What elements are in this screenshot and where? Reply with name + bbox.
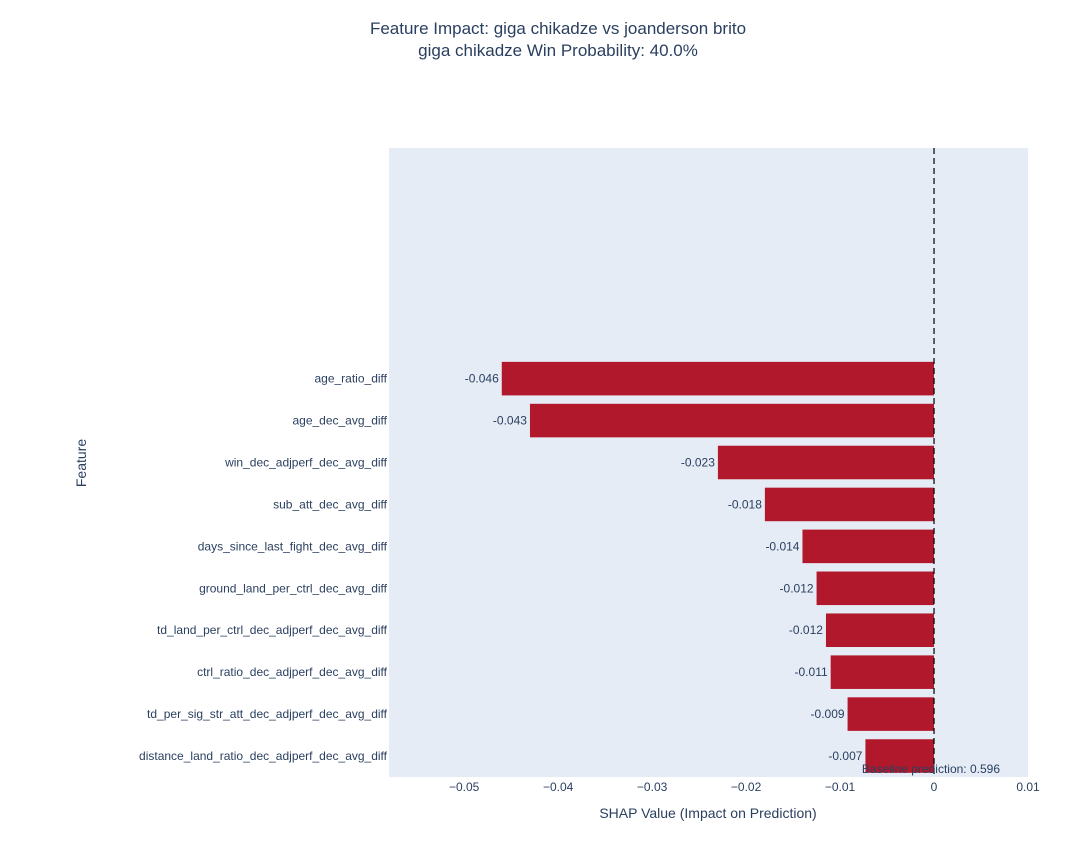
category-label: sub_att_dec_avg_diff bbox=[273, 497, 388, 511]
bar-value-label: -0.043 bbox=[493, 414, 527, 428]
x-axis-ticks: −0.05 −0.04 −0.03 −0.02 −0.01 0 0.01 bbox=[449, 780, 1040, 794]
bar-ground-land-per-ctrl-dec-avg-diff bbox=[816, 571, 935, 606]
x-axis-title: SHAP Value (Impact on Prediction) bbox=[599, 805, 816, 821]
category-label: age_dec_avg_diff bbox=[292, 414, 387, 428]
bar-value-label: -0.023 bbox=[681, 456, 715, 470]
value-labels: -0.046 -0.043 -0.023 -0.018 -0.014 -0.012 -0.0… bbox=[465, 372, 863, 763]
category-label: ground_land_per_ctrl_dec_avg_diff bbox=[199, 581, 388, 595]
chart-title: Feature Impact: giga chikadze vs joander… bbox=[370, 19, 746, 38]
category-label: td_land_per_ctrl_dec_adjperf_dec_avg_dif… bbox=[157, 623, 388, 637]
bar-win-dec-adjperf-dec-avg-diff bbox=[717, 445, 935, 480]
bar-ctrl-ratio-dec-adjperf-dec-avg-diff bbox=[830, 655, 935, 689]
baseline-annotation: Baseline prediction: 0.596 bbox=[862, 762, 1000, 776]
bar-age-dec-avg-diff bbox=[529, 403, 935, 438]
x-tick-label: −0.01 bbox=[825, 780, 856, 794]
category-label: days_since_last_fight_dec_avg_diff bbox=[198, 539, 388, 553]
x-tick-label: 0.01 bbox=[1016, 780, 1040, 794]
bar-distance-land-ratio-dec-adjperf-dec-avg-diff bbox=[865, 739, 935, 773]
category-label: win_dec_adjperf_dec_avg_diff bbox=[224, 456, 388, 470]
bar-value-label: -0.018 bbox=[728, 497, 762, 511]
bar-days-since-last-fight-dec-avg-diff bbox=[802, 529, 935, 564]
x-tick-label: −0.03 bbox=[637, 780, 668, 794]
x-tick-label: −0.04 bbox=[543, 780, 574, 794]
x-tick-label: −0.02 bbox=[731, 780, 762, 794]
bar-age-ratio-diff bbox=[501, 361, 935, 396]
bar-value-label: -0.011 bbox=[795, 665, 828, 679]
bar-td-per-sig-str-att-dec-adjperf-dec-avg-diff bbox=[847, 697, 935, 731]
category-label: td_per_sig_str_att_dec_adjperf_dec_avg_d… bbox=[147, 707, 388, 721]
bar-value-label: -0.014 bbox=[765, 539, 799, 553]
bar-td-land-per-ctrl-dec-adjperf-dec-avg-diff bbox=[825, 613, 935, 648]
bar-value-label: -0.012 bbox=[789, 623, 823, 637]
bars-layer bbox=[501, 361, 935, 773]
x-tick-label: 0 bbox=[931, 780, 938, 794]
y-axis-title: Feature bbox=[73, 439, 89, 487]
bar-value-label: -0.046 bbox=[465, 372, 499, 386]
bar-value-label: -0.012 bbox=[780, 581, 814, 595]
bar-sub-att-dec-avg-diff bbox=[764, 487, 935, 522]
category-labels: age_ratio_diff age_dec_avg_diff win_dec_ad… bbox=[139, 372, 388, 763]
category-label: ctrl_ratio_dec_adjperf_dec_avg_diff bbox=[197, 665, 388, 679]
bar-value-label: -0.009 bbox=[811, 707, 845, 721]
x-tick-label: −0.05 bbox=[449, 780, 480, 794]
bar-value-label: -0.007 bbox=[828, 749, 862, 763]
category-label: distance_land_ratio_dec_adjperf_dec_avg_… bbox=[139, 749, 388, 763]
chart-subtitle: giga chikadze Win Probability: 40.0% bbox=[418, 41, 698, 60]
category-label: age_ratio_diff bbox=[314, 372, 387, 386]
